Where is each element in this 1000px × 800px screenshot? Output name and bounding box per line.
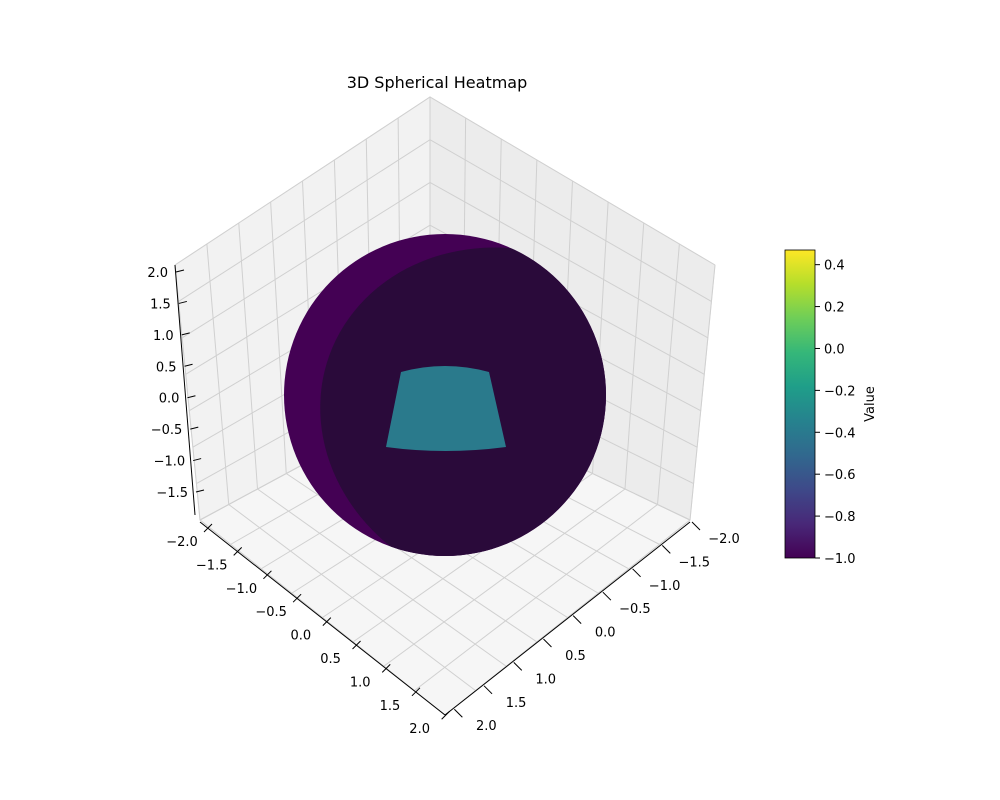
x-tick — [513, 662, 523, 671]
y-tick — [233, 547, 243, 556]
y-axis-line — [199, 521, 446, 716]
x-axis: −2.0 −1.5 −1.0 −0.50.0 0.5 1.0 1.5 2.0 — [444, 521, 740, 734]
z-tick-label: 1.0 — [153, 329, 174, 344]
y-tick-label: 0.5 — [320, 652, 341, 667]
x-tick-label: −1.5 — [679, 555, 711, 570]
colorbar-tick-label: −0.6 — [824, 468, 856, 483]
y-tick — [292, 593, 302, 603]
y-tick-label: 1.5 — [380, 699, 401, 714]
z-tick — [178, 300, 187, 304]
z-tick — [181, 332, 190, 336]
x-tick — [602, 591, 612, 601]
z-tick-label: 0.5 — [156, 360, 177, 375]
y-tick — [411, 687, 421, 697]
x-tick — [483, 685, 493, 695]
colorbar-tick-label: −0.4 — [824, 426, 856, 441]
grid-line — [178, 139, 712, 302]
colorbar-tick-label: 0.0 — [824, 342, 845, 357]
y-tick-label: −2.0 — [166, 535, 198, 550]
z-tick — [195, 489, 205, 493]
colorbar-tick-label: −0.8 — [824, 510, 856, 525]
grid-line — [689, 264, 716, 521]
grid-line — [624, 222, 645, 490]
colorbar-tick-label: 0.2 — [824, 301, 845, 316]
grid-line — [414, 504, 658, 692]
y-tick — [322, 617, 332, 626]
y-tick-label: −0.5 — [255, 605, 287, 620]
z-tick — [187, 395, 196, 399]
z-axis: −1.5 −1.0 −0.5 0.0 0.5 1.0 1.5 2.0 — [147, 264, 205, 516]
grid-line — [238, 222, 258, 490]
grid-line — [270, 201, 287, 474]
x-tick-label: 0.0 — [595, 626, 616, 641]
y-tick — [352, 640, 361, 650]
y-tick-label: −1.0 — [226, 582, 258, 597]
y-tick — [263, 570, 272, 580]
grid-line — [206, 243, 230, 505]
z-tick — [184, 363, 193, 367]
grid-line — [174, 96, 716, 266]
colorbar-tick-label: −1.0 — [824, 552, 856, 567]
grid-line — [181, 181, 709, 339]
x-tick — [632, 568, 641, 578]
y-tick-label: 2.0 — [409, 722, 430, 737]
z-tick — [190, 426, 199, 430]
colorbar-label: Value — [863, 386, 878, 422]
y-tick — [441, 710, 451, 720]
x-tick-label: −0.5 — [619, 602, 651, 617]
chart-title: 3D Spherical Heatmap — [347, 73, 528, 92]
z-tick-label: 1.5 — [150, 297, 171, 312]
x-tick — [661, 545, 671, 554]
z-tick — [175, 269, 185, 273]
z-tick-label: −0.5 — [151, 423, 183, 438]
x-tick-label: 1.0 — [535, 672, 556, 687]
y-tick — [203, 523, 213, 533]
y-tick — [381, 664, 391, 673]
x-tick — [691, 521, 701, 531]
y-tick-label: 1.0 — [350, 675, 371, 690]
colorbar: 0.4 0.2 0.0 −0.2 −0.4 −0.6 −0.8 −1.0 Value — [784, 249, 878, 567]
z-tick — [193, 458, 202, 462]
x-tick — [572, 615, 582, 624]
x-tick-label: 1.5 — [506, 696, 527, 711]
grid-line — [174, 264, 201, 521]
z-axis-line — [174, 264, 196, 516]
colorbar-tick-label: −0.2 — [824, 384, 856, 399]
x-tick-label: 0.5 — [565, 649, 586, 664]
grid-line — [185, 224, 705, 375]
z-tick-label: −1.0 — [154, 455, 186, 470]
highlight-patch — [386, 366, 506, 451]
x-tick-label: −1.0 — [649, 579, 681, 594]
y-axis: −2.0 −1.5 −1.0 −0.50.0 0.5 1.0 1.5 2.0 — [166, 521, 451, 737]
grid-line — [657, 243, 680, 505]
colorbar-tick-label: 0.4 — [824, 259, 845, 274]
x-tick-label: −2.0 — [708, 532, 740, 547]
y-tick-label: 0.0 — [290, 629, 311, 644]
colorbar-ticks: 0.4 0.2 0.0 −0.2 −0.4 −0.6 −0.8 −1.0 — [815, 259, 856, 567]
z-tick-label: 0.0 — [159, 392, 180, 407]
x-tick-label: 2.0 — [476, 719, 497, 734]
z-tick-label: 2.0 — [147, 266, 168, 281]
colorbar-gradient — [784, 249, 816, 559]
x-axis-line — [444, 521, 691, 716]
x-tick — [543, 638, 552, 648]
x-tick — [453, 708, 463, 718]
grid-line — [383, 488, 626, 667]
z-tick-label: −1.5 — [156, 486, 188, 501]
y-tick-label: −1.5 — [196, 558, 228, 573]
